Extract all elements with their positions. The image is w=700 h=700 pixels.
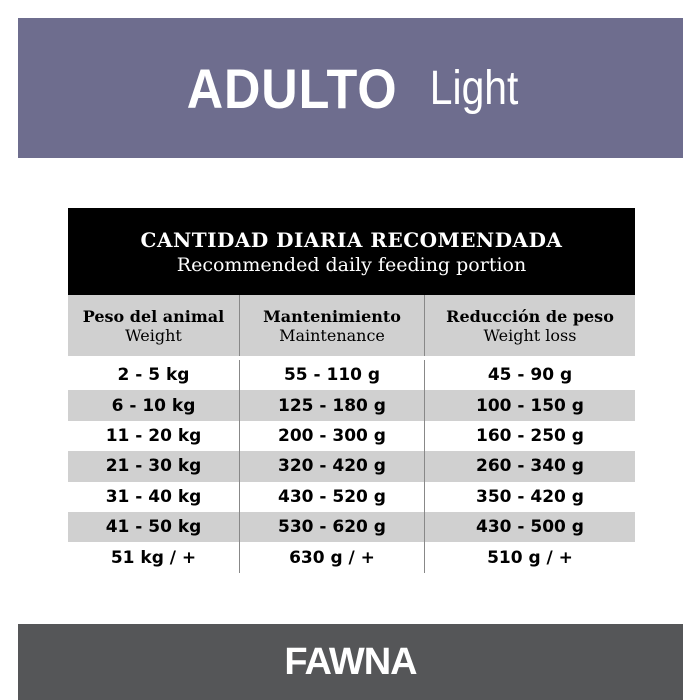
table-cell: 430 - 500 g (476, 517, 584, 538)
column-headers: Peso del animal Weight Mantenimiento Maint… (68, 295, 635, 356)
table-subtitle: Recommended daily feeding portion (176, 254, 527, 276)
title-bold: ADULTO (187, 56, 398, 120)
table-cell: 320 - 420 g (240, 451, 425, 482)
table-cell: 2 - 5 kg (68, 360, 240, 391)
table-row: 21 - 30 kg 320 - 420 g 260 - 340 g (68, 451, 635, 482)
column-header-weight-loss: Reducción de peso Weight loss (425, 295, 635, 356)
column-header-maintenance: Mantenimiento Maintenance (240, 295, 425, 356)
header-es: Mantenimiento (263, 306, 401, 326)
table-cell: 350 - 420 g (476, 486, 584, 507)
header-es: Peso del animal (82, 306, 225, 326)
table-row: 41 - 50 kg 530 - 620 g 430 - 500 g (68, 511, 635, 543)
table-row: 6 - 10 kg 125 - 180 g 100 - 150 g (68, 390, 635, 421)
table-row: 2 - 5 kg 55 - 110 g 45 - 90 g (68, 360, 635, 391)
table-cell: 45 - 90 g (487, 365, 573, 386)
table-row: 11 - 20 kg 200 - 300 g 160 - 250 g (68, 420, 635, 452)
fawna-logo: FAWNA (284, 640, 417, 683)
table-cell: 100 - 150 g (476, 395, 584, 416)
table-cell: 55 - 110 g (240, 360, 425, 391)
title-light: Light (429, 61, 518, 115)
table-cell: 11 - 20 kg (68, 420, 240, 452)
table-row: 31 - 40 kg 430 - 520 g 350 - 420 g (68, 481, 635, 512)
table-cell: 160 - 250 g (476, 425, 584, 446)
table-cell: 41 - 50 kg (68, 511, 240, 543)
column-header-weight: Peso del animal Weight (68, 295, 240, 356)
table-cell: 510 g / + (487, 547, 573, 568)
table-header: CANTIDAD DIARIA RECOMENDADA Recommended … (68, 208, 635, 295)
table-cell: 51 kg / + (68, 542, 240, 573)
header-en: Weight loss (483, 325, 577, 345)
table-cell: 200 - 300 g (240, 420, 425, 452)
table-row: 51 kg / +630 g / + 510 g / + (68, 542, 635, 573)
header-en: Maintenance (279, 325, 385, 345)
table-cell: 21 - 30 kg (68, 451, 240, 482)
table-cell: 430 - 520 g (240, 481, 425, 512)
table-cell: 630 g / + (240, 542, 425, 573)
table-cell: 31 - 40 kg (68, 481, 240, 512)
header-es: Reducción de peso (446, 306, 614, 326)
table-cell: 125 - 180 g (240, 390, 425, 421)
table-cell: 260 - 340 g (476, 456, 584, 477)
title-banner: ADULTO Light (18, 18, 683, 158)
header-en: Weight (125, 325, 182, 345)
table-cell: 6 - 10 kg (68, 390, 240, 421)
brand-footer: FAWNA (18, 624, 683, 700)
feeding-table: CANTIDAD DIARIA RECOMENDADA Recommended … (68, 208, 635, 573)
table-cell: 530 - 620 g (240, 511, 425, 543)
table-title: CANTIDAD DIARIA RECOMENDADA (140, 228, 563, 252)
